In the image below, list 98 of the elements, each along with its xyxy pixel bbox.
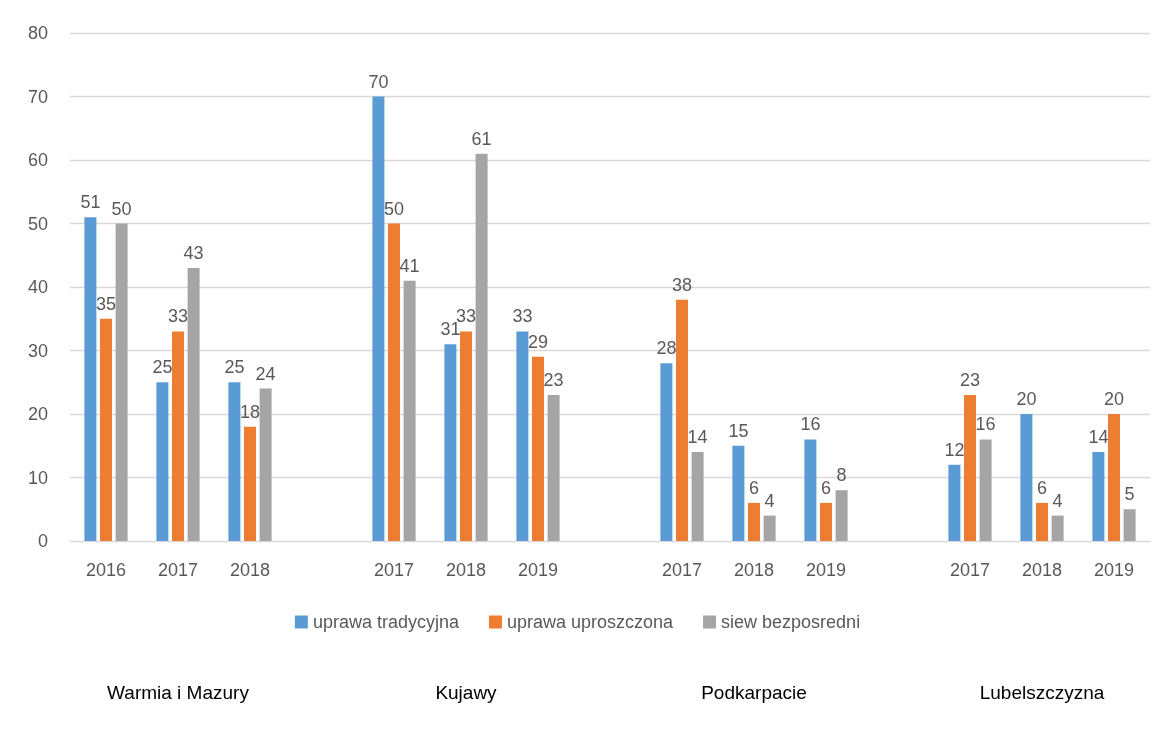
y-tick-label: 10 <box>27 467 48 488</box>
data-label: 6 <box>1036 477 1048 498</box>
data-label: 6 <box>820 477 832 498</box>
data-label: 43 <box>183 242 204 263</box>
x-tick-label: 2017 <box>949 560 991 580</box>
text: Lubelszczyzna <box>979 682 1105 703</box>
x-tick-label: 2019 <box>517 560 559 580</box>
bar <box>100 318 112 541</box>
data-label: 61 <box>471 128 492 149</box>
bar <box>763 515 776 541</box>
bar <box>187 267 200 541</box>
data-label: 8 <box>836 465 847 486</box>
data-label: 12 <box>944 439 965 460</box>
bar <box>460 331 472 541</box>
y-tick-label: 30 <box>27 340 48 361</box>
bar <box>388 223 400 541</box>
bar <box>732 445 745 541</box>
x-tick-label: 2017 <box>661 560 703 580</box>
bar <box>804 439 817 541</box>
bar <box>660 363 673 541</box>
bar <box>532 356 544 541</box>
bar <box>547 394 560 541</box>
data-label: 29 <box>527 331 549 352</box>
data-label: 70 <box>368 71 389 92</box>
bar <box>979 439 992 541</box>
bar <box>1108 414 1120 541</box>
data-label: 5 <box>1124 484 1135 505</box>
x-tick-label: 2017 <box>157 560 199 580</box>
bar <box>115 223 128 541</box>
text: Podkarpacie <box>701 682 807 703</box>
bar <box>444 344 457 541</box>
bar <box>1123 509 1136 541</box>
data-label: 4 <box>764 490 775 511</box>
bar <box>820 502 832 541</box>
text: Kujawy <box>435 682 498 703</box>
bar <box>156 382 169 541</box>
bar <box>676 299 688 541</box>
x-tick-label: 2017 <box>373 560 415 580</box>
data-label: 51 <box>80 192 101 213</box>
bar <box>964 394 976 541</box>
y-tick-label: 50 <box>27 213 48 234</box>
y-tick-label: 0 <box>37 531 48 551</box>
legend-label: uprawa uproszczona <box>506 612 675 632</box>
data-label: 16 <box>800 414 821 435</box>
text: Warmia i Mazury <box>107 682 250 703</box>
bar <box>403 280 416 541</box>
data-label: 33 <box>167 306 189 327</box>
y-tick-label: 20 <box>27 404 48 424</box>
bar <box>1036 502 1048 541</box>
x-tick-label: 2018 <box>1021 560 1063 580</box>
x-tick-label: 2018 <box>229 560 271 580</box>
y-tick-label: 60 <box>27 150 48 170</box>
data-label: 4 <box>1052 490 1063 511</box>
bar <box>691 452 704 541</box>
data-label: 25 <box>224 357 245 378</box>
data-label: 50 <box>383 198 405 219</box>
data-label: 38 <box>671 274 693 295</box>
bar <box>1020 414 1033 541</box>
bar <box>259 388 272 541</box>
data-label: 33 <box>512 306 533 327</box>
legend-label: siew bezposredni <box>721 612 861 632</box>
data-label: 23 <box>543 369 564 390</box>
x-tick-label: 2016 <box>85 560 127 580</box>
bar <box>1051 515 1064 541</box>
bar <box>228 382 241 541</box>
bar <box>244 426 256 541</box>
data-label: 24 <box>255 363 276 384</box>
bar <box>948 464 961 541</box>
bar <box>84 217 97 541</box>
x-tick-label: 2018 <box>445 560 487 580</box>
legend-label: uprawa tradycyjna <box>312 612 460 632</box>
data-label: 15 <box>728 420 749 441</box>
data-label: 18 <box>239 401 261 422</box>
data-label: 14 <box>1088 427 1109 448</box>
data-label: 6 <box>748 477 760 498</box>
y-tick-label: 40 <box>27 277 48 297</box>
bar <box>516 331 529 541</box>
y-tick-label: 70 <box>27 86 48 107</box>
x-tick-label: 2019 <box>1093 560 1135 580</box>
x-tick-label: 2018 <box>733 560 775 580</box>
y-tick-label: 80 <box>27 23 48 43</box>
bar <box>748 502 760 541</box>
data-label: 20 <box>1103 389 1125 409</box>
data-label: 16 <box>975 414 996 435</box>
data-label: 20 <box>1016 389 1037 409</box>
bar <box>475 153 488 541</box>
bar <box>835 490 848 541</box>
data-label: 35 <box>95 293 117 314</box>
bar <box>1092 452 1105 541</box>
bar <box>372 96 385 541</box>
bar <box>172 331 184 541</box>
data-label: 14 <box>687 427 708 448</box>
data-label: 41 <box>399 255 420 276</box>
data-label: 23 <box>959 369 981 390</box>
data-label: 28 <box>656 338 677 359</box>
data-label: 50 <box>111 198 132 219</box>
x-tick-label: 2019 <box>805 560 847 580</box>
data-label: 25 <box>152 357 173 378</box>
